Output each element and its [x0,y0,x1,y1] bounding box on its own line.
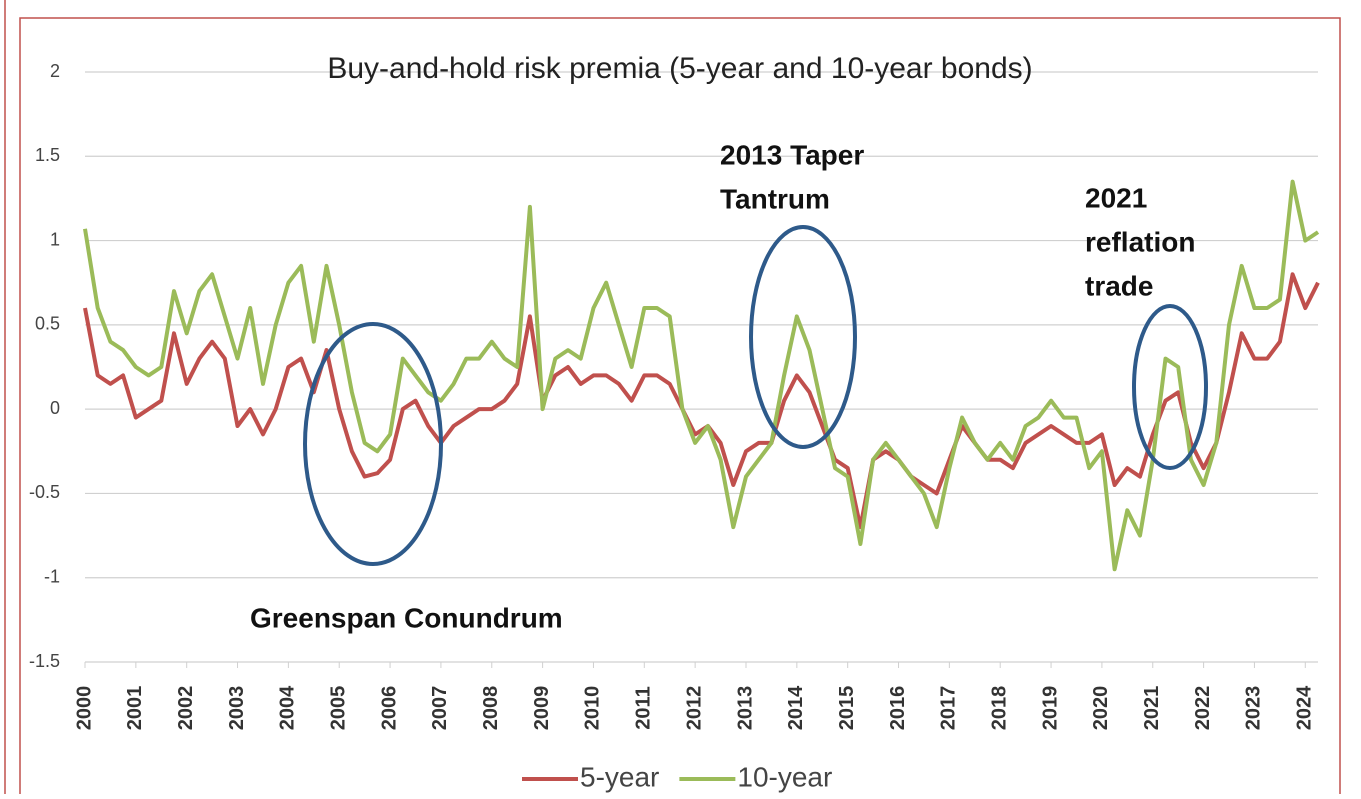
x-tick-label: 2020 [1090,686,1112,731]
y-tick-label: -0.5 [29,482,60,502]
highlight-ellipse [303,322,443,566]
highlight-ellipse [749,225,857,449]
y-tick-label: 2 [50,61,60,81]
legend-label: 10-year [737,761,832,792]
x-tick-label: 2015 [836,686,858,731]
annotation: Tantrum [720,183,830,214]
annotation: reflation [1085,226,1195,257]
annotations: Greenspan Conundrum 2013 Taper Tantrum 2021… [250,139,1195,633]
chart-title: Buy-and-hold risk premia (5-year and 10-… [327,52,1032,85]
x-tick-label: 2009 [531,686,553,731]
x-tick-label: 2022 [1192,686,1214,731]
x-tick-label: 2013 [734,686,756,731]
x-tick-label: 2014 [785,685,807,730]
x-tick-label: 2017 [938,686,960,731]
x-tick-label: 2004 [277,685,299,730]
x-tick-label: 2002 [175,686,197,731]
x-tick-label: 2011 [633,686,655,729]
x-tick-label: 2008 [480,686,502,731]
highlight-ellipse [1132,304,1208,470]
x-tick-label: 2001 [124,686,146,731]
chart-frame [19,17,1341,799]
y-tick-label: 0.5 [35,314,60,334]
x-tick-label: 2018 [988,686,1010,731]
annotation: 2013 Taper [720,139,864,170]
legend-label: 5-year [580,761,659,792]
x-tick-label: 2021 [1141,686,1163,731]
x-tick-label: 2005 [328,686,350,731]
y-tick-label: 1 [50,229,60,249]
x-tick-label: 2019 [1039,686,1061,731]
plot [83,179,1320,572]
annotation: 2021 [1085,182,1147,213]
y-tick-label: 0 [50,398,60,418]
x-tick-label: 2024 [1294,685,1316,730]
x-tick-label: 2000 [73,686,95,731]
x-tick-label: 2006 [378,686,400,731]
y-tick-label: 1.5 [35,145,60,165]
x-tick-label: 2007 [429,686,451,731]
annotation: Greenspan Conundrum [250,602,563,633]
series-line [83,179,1320,572]
y-tick-label: -1.5 [29,651,60,671]
annotation: trade [1085,270,1153,301]
legend: 5-year 10-year [522,761,832,792]
x-tick-label: 2012 [683,686,705,731]
x-tick-label: 2023 [1243,686,1265,731]
grid: -1.5 -1 -0.5 0 0.5 1 1.5 2 2000 2001 2002 2003 2004 2… [29,61,1318,731]
x-tick-label: 2010 [582,686,604,731]
x-tick-label: 2016 [887,686,909,731]
series-line [83,272,1320,530]
y-tick-label: -1 [44,566,60,586]
x-tick-label: 2003 [226,686,248,731]
